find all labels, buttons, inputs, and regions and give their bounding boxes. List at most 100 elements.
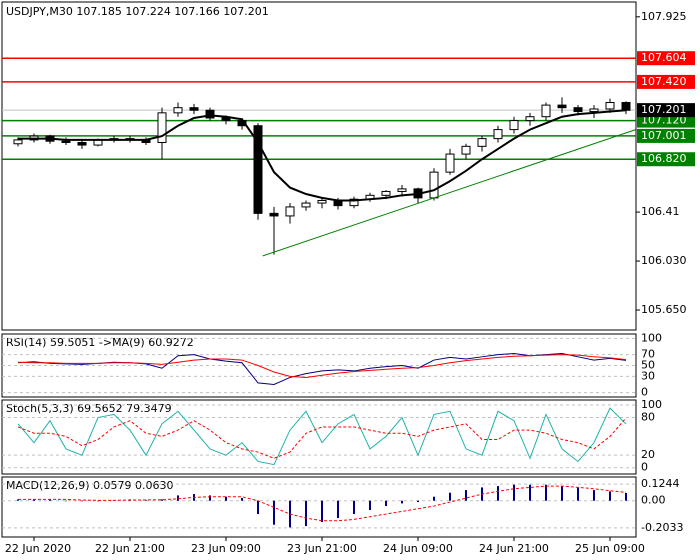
histogram-bar (33, 499, 35, 501)
indicator-line (17, 353, 627, 386)
candle-body (285, 206, 295, 217)
y-tick-label: 106.41 (641, 205, 680, 218)
histogram-bar (65, 500, 67, 502)
x-tick-label: 22 Jun 2020 (5, 542, 71, 555)
candle-body (573, 107, 583, 113)
macd-panel (1, 476, 637, 538)
histogram-bar (593, 490, 595, 501)
y-tick-label: 105.650 (641, 303, 687, 316)
y-tick-label: -0.2033 (641, 521, 683, 534)
level-label-box (637, 74, 695, 89)
histogram-bar (273, 500, 275, 525)
histogram-bar (609, 491, 611, 501)
histogram-bar (177, 495, 179, 501)
y-tick-label: 0.1244 (641, 477, 680, 490)
candle-body (621, 102, 631, 111)
level-label: 106.820 (641, 152, 687, 165)
y-tick-label: 100 (641, 398, 662, 411)
level-label-box (637, 128, 695, 143)
histogram-bar (561, 486, 563, 501)
y-tick-label: 50 (641, 359, 655, 372)
histogram-bar (337, 500, 339, 519)
candle-body (589, 108, 599, 113)
histogram-bar (81, 500, 83, 502)
histogram-bar (97, 500, 99, 502)
y-tick-label: 0 (641, 461, 648, 474)
indicator-line (18, 485, 627, 522)
indicator-title: RSI(14) 59.5051 ->MA(9) 60.9272 (6, 336, 194, 349)
x-tick-label: 23 Jun 09:00 (191, 542, 261, 555)
level-label: 107.604 (641, 51, 687, 64)
candle-body (429, 171, 439, 199)
candle-body (221, 117, 231, 122)
histogram-bar (353, 500, 355, 515)
y-tick-label: 100 (641, 331, 662, 344)
y-tick-label: 80 (641, 411, 655, 424)
x-tick-label: 22 Jun 21:00 (95, 542, 165, 555)
histogram-bar (49, 499, 51, 501)
histogram-bar (241, 498, 243, 501)
level-label: 107.420 (641, 75, 687, 88)
histogram-bar (577, 487, 579, 501)
candle-body (253, 125, 263, 214)
candle-body (541, 104, 551, 118)
histogram-bar (161, 499, 163, 501)
candle-body (61, 140, 71, 143)
candle-body (13, 139, 23, 145)
histogram-bar (465, 490, 467, 501)
level-label: 107.001 (641, 129, 687, 142)
histogram-bar (625, 493, 627, 501)
candle-body (605, 102, 615, 110)
indicator-line (17, 354, 627, 378)
histogram-bar (257, 500, 259, 515)
y-tick-label: 106.030 (641, 254, 687, 267)
moving-average (18, 109, 627, 202)
histogram-bar (305, 500, 307, 527)
indicator-line (17, 417, 627, 459)
candle-body (397, 188, 407, 192)
candle-body (205, 109, 215, 119)
candle-body (461, 145, 471, 155)
main-panel (1, 1, 637, 331)
indicator-title: Stoch(5,3,3) 69.5652 79.3479 (6, 402, 172, 415)
candle-body (477, 138, 487, 147)
histogram-bar (529, 484, 531, 501)
candle-body (173, 107, 183, 114)
histogram-bar (321, 500, 323, 523)
histogram-bar (401, 500, 403, 504)
candle-body (77, 141, 87, 146)
candle-body (525, 116, 535, 122)
histogram-bar (369, 500, 371, 511)
histogram-bar (209, 495, 211, 501)
candle-body (557, 104, 567, 109)
histogram-bar (385, 500, 387, 507)
level-label-box (637, 152, 695, 167)
candle-body (445, 153, 455, 173)
candle-body (509, 120, 519, 131)
histogram-bar (225, 496, 227, 501)
x-tick-label: 23 Jun 21:00 (287, 542, 357, 555)
histogram-bar (433, 496, 435, 501)
histogram-bar (545, 484, 547, 501)
histogram-bar (449, 492, 451, 501)
histogram-bar (497, 486, 499, 501)
x-tick-label: 25 Jun 09:00 (575, 542, 645, 555)
histogram-bar (145, 500, 147, 501)
candle-body (301, 202, 311, 208)
indicator-title: MACD(12,26,9) 0.0579 0.0630 (6, 479, 174, 492)
candle-body (157, 112, 167, 143)
y-tick-label: 0 (641, 386, 648, 399)
histogram-bar (513, 484, 515, 501)
candle-body (493, 129, 503, 140)
trendline (262, 129, 636, 257)
last-price-box (637, 103, 695, 118)
candle-body (381, 190, 391, 196)
histogram-bar (417, 500, 419, 503)
candle-body (349, 198, 359, 207)
stoch-panel (1, 399, 637, 475)
y-tick-label: 0.00 (641, 494, 666, 507)
y-tick-label: 70 (641, 348, 655, 361)
x-tick-label: 24 Jun 09:00 (383, 542, 453, 555)
y-tick-label: 30 (641, 369, 655, 382)
